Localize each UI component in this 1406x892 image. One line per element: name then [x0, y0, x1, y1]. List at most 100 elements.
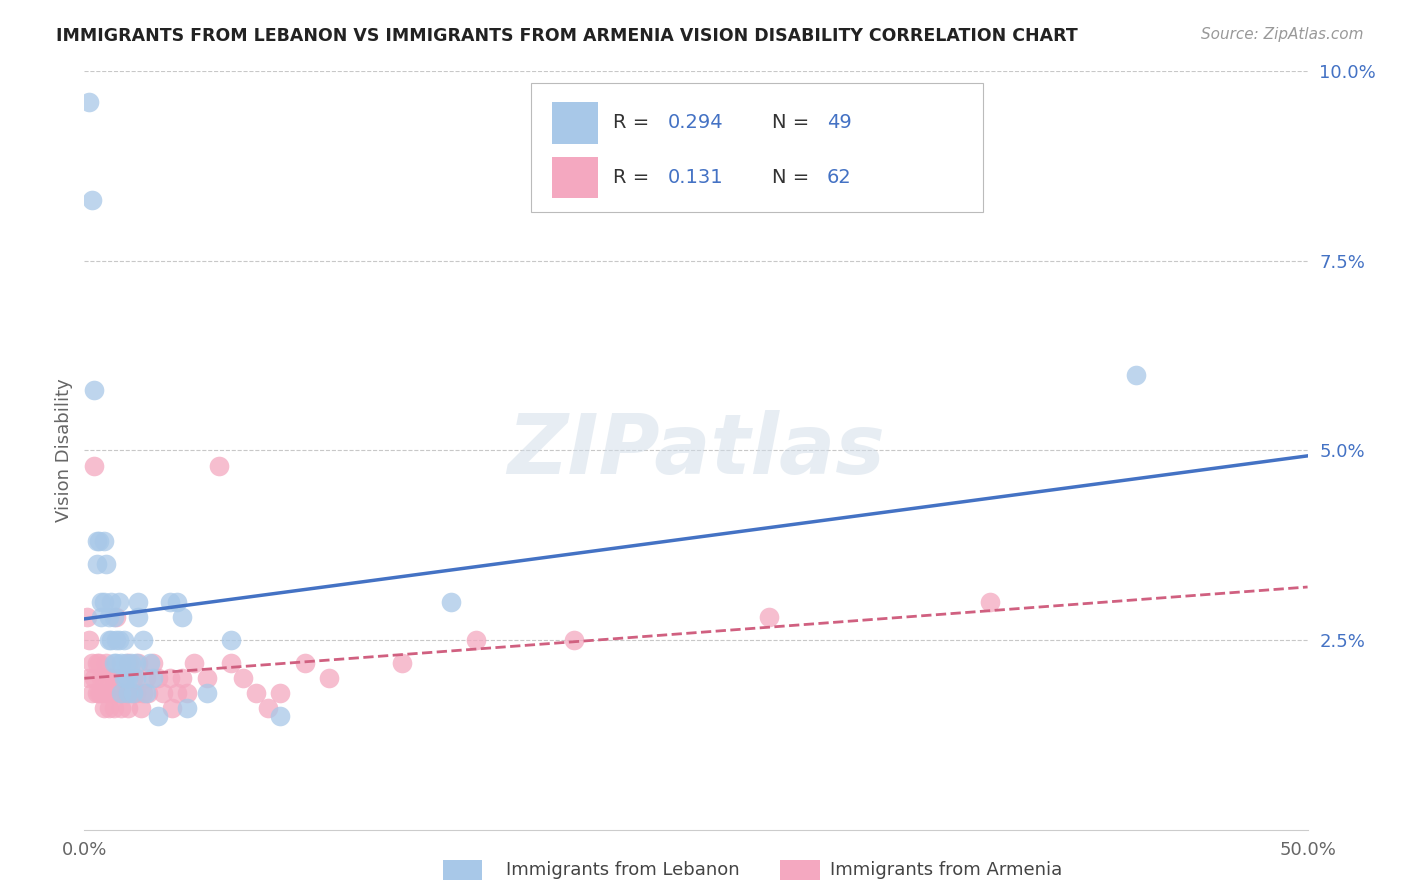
Point: [93, 701, 115, 715]
Point: [122, 671, 145, 685]
Point: [86, 656, 108, 670]
Point: [120, 656, 142, 670]
Point: [183, 656, 205, 670]
Point: [125, 686, 148, 700]
Point: [105, 610, 128, 624]
Text: IMMIGRANTS FROM LEBANON VS IMMIGRANTS FROM ARMENIA VISION DISABILITY CORRELATION: IMMIGRANTS FROM LEBANON VS IMMIGRANTS FR…: [56, 27, 1078, 45]
Point: [219, 656, 242, 670]
Point: [105, 686, 128, 700]
Point: [129, 701, 152, 715]
Point: [142, 671, 165, 685]
Point: [269, 708, 291, 723]
Point: [112, 671, 135, 685]
Point: [257, 701, 280, 715]
Point: [195, 671, 218, 685]
Point: [132, 633, 155, 648]
Point: [132, 686, 155, 700]
Point: [103, 656, 125, 670]
Point: [159, 671, 181, 685]
Point: [122, 686, 145, 700]
Text: N =: N =: [772, 168, 815, 187]
Point: [86, 534, 108, 549]
FancyBboxPatch shape: [551, 157, 598, 198]
Point: [195, 686, 218, 700]
Text: 62: 62: [827, 168, 852, 187]
Point: [294, 656, 316, 670]
Text: ZIPatlas: ZIPatlas: [508, 410, 884, 491]
Point: [232, 671, 254, 685]
Point: [76, 610, 98, 624]
Point: [115, 686, 138, 700]
Point: [127, 595, 149, 609]
Text: 0.131: 0.131: [668, 168, 724, 187]
Point: [152, 686, 174, 700]
Point: [103, 701, 125, 715]
Point: [107, 595, 129, 609]
Point: [117, 686, 139, 700]
Point: [100, 633, 122, 648]
Point: [100, 595, 122, 609]
Point: [110, 686, 132, 700]
Point: [758, 610, 780, 624]
Point: [135, 671, 157, 685]
Point: [77, 671, 100, 685]
Point: [125, 671, 148, 685]
Text: R =: R =: [613, 168, 655, 187]
Point: [97, 701, 120, 715]
Point: [83, 383, 105, 397]
FancyBboxPatch shape: [531, 83, 983, 211]
Point: [166, 595, 188, 609]
Point: [127, 610, 149, 624]
FancyBboxPatch shape: [551, 102, 598, 144]
Point: [440, 595, 463, 609]
Point: [245, 686, 267, 700]
Text: 0.294: 0.294: [668, 113, 724, 132]
Point: [115, 656, 138, 670]
Point: [87, 686, 110, 700]
Point: [83, 671, 105, 685]
Point: [77, 633, 100, 648]
Point: [97, 610, 120, 624]
Point: [110, 701, 132, 715]
Point: [107, 633, 129, 648]
Point: [80, 194, 103, 208]
Point: [86, 557, 108, 572]
Point: [96, 686, 118, 700]
Point: [127, 656, 149, 670]
Point: [112, 633, 135, 648]
Point: [318, 671, 340, 685]
Text: Source: ZipAtlas.com: Source: ZipAtlas.com: [1201, 27, 1364, 42]
Point: [136, 686, 159, 700]
Point: [105, 656, 128, 670]
Text: R =: R =: [613, 113, 655, 132]
Point: [80, 656, 103, 670]
Point: [135, 686, 157, 700]
Point: [172, 671, 194, 685]
Point: [93, 671, 115, 685]
Point: [117, 701, 139, 715]
Point: [103, 671, 125, 685]
Point: [562, 633, 585, 648]
Point: [269, 686, 291, 700]
Point: [87, 534, 110, 549]
Point: [125, 656, 148, 670]
Point: [77, 95, 100, 109]
Point: [115, 671, 138, 685]
Point: [166, 686, 188, 700]
Y-axis label: Vision Disability: Vision Disability: [55, 378, 73, 523]
Point: [93, 534, 115, 549]
Point: [176, 686, 198, 700]
Point: [100, 686, 122, 700]
Point: [96, 557, 118, 572]
Point: [97, 671, 120, 685]
Point: [219, 633, 242, 648]
Point: [110, 656, 132, 670]
Point: [80, 686, 103, 700]
Point: [176, 701, 198, 715]
Point: [142, 656, 165, 670]
Point: [90, 610, 112, 624]
Point: [117, 671, 139, 685]
Point: [96, 656, 118, 670]
Point: [110, 686, 132, 700]
Point: [172, 610, 194, 624]
